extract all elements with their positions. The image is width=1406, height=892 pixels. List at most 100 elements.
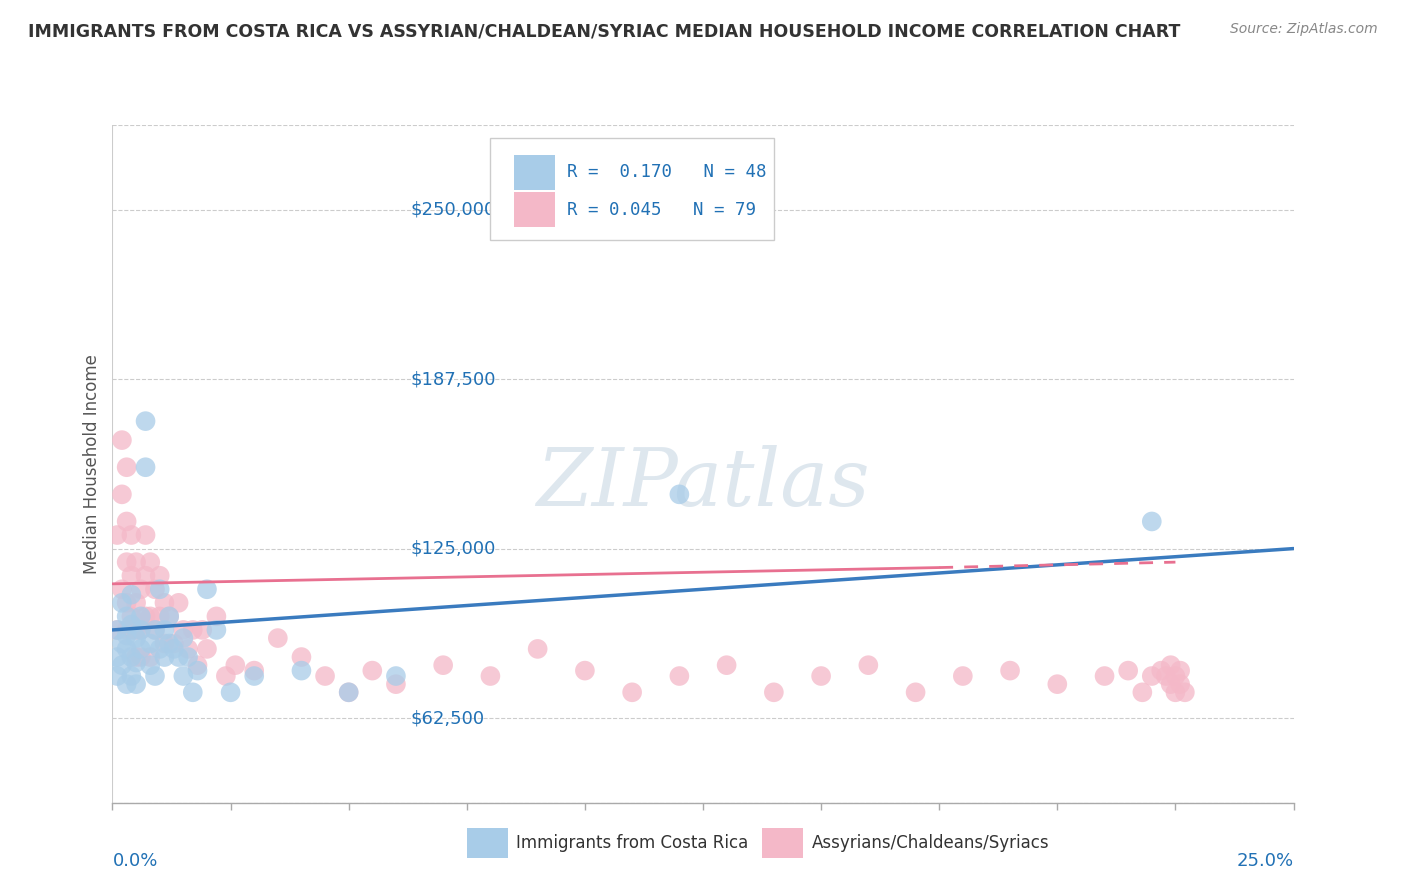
Text: Immigrants from Costa Rica: Immigrants from Costa Rica xyxy=(516,835,748,853)
Point xyxy=(668,669,690,683)
Point xyxy=(1116,664,1139,678)
Point xyxy=(135,414,157,428)
Point xyxy=(1154,669,1177,683)
Point xyxy=(205,623,228,637)
Point xyxy=(243,669,266,683)
Point xyxy=(177,650,200,665)
Point xyxy=(215,669,238,683)
Point xyxy=(195,641,218,656)
Text: Source: ZipAtlas.com: Source: ZipAtlas.com xyxy=(1230,22,1378,37)
Point xyxy=(129,623,152,637)
Point xyxy=(129,609,152,624)
Text: Assyrians/Chaldeans/Syriacs: Assyrians/Chaldeans/Syriacs xyxy=(811,835,1049,853)
Point xyxy=(1168,664,1191,678)
Point xyxy=(111,596,134,610)
Point xyxy=(290,664,312,678)
Point xyxy=(105,669,128,683)
Point xyxy=(105,623,128,637)
Point xyxy=(157,609,180,624)
Point xyxy=(111,636,134,650)
Point xyxy=(149,568,172,582)
Point xyxy=(125,623,148,637)
Point xyxy=(115,623,138,637)
Text: $125,000: $125,000 xyxy=(411,540,495,558)
Point xyxy=(143,582,166,597)
Point xyxy=(115,609,138,624)
Point xyxy=(139,650,162,665)
Point xyxy=(125,631,148,645)
Point xyxy=(120,617,142,632)
Point xyxy=(153,623,176,637)
Point xyxy=(120,609,142,624)
Point xyxy=(337,685,360,699)
Point xyxy=(810,669,832,683)
Point xyxy=(177,641,200,656)
Point xyxy=(120,588,142,602)
Point xyxy=(143,623,166,637)
Point xyxy=(167,650,190,665)
Point xyxy=(153,596,176,610)
Point xyxy=(181,685,204,699)
Point xyxy=(163,641,186,656)
Point xyxy=(290,650,312,665)
Point xyxy=(129,641,152,656)
Point xyxy=(267,631,290,645)
Point xyxy=(143,623,166,637)
Point xyxy=(1150,664,1173,678)
Point xyxy=(172,669,194,683)
Point xyxy=(385,669,408,683)
Point xyxy=(1174,685,1197,699)
Point xyxy=(1046,677,1069,691)
Point xyxy=(526,641,548,656)
Point xyxy=(115,555,138,569)
Point xyxy=(337,685,360,699)
Text: ZIPatlas: ZIPatlas xyxy=(536,445,870,523)
Point xyxy=(157,609,180,624)
Point xyxy=(149,582,172,597)
Point xyxy=(149,641,172,656)
Point xyxy=(139,636,162,650)
Point xyxy=(129,650,152,665)
Point xyxy=(105,623,128,637)
Point xyxy=(385,677,408,691)
Text: R = 0.045   N = 79: R = 0.045 N = 79 xyxy=(567,201,756,219)
Point xyxy=(135,609,157,624)
Point xyxy=(432,658,454,673)
Point xyxy=(105,650,128,665)
Point xyxy=(191,623,214,637)
Point xyxy=(998,664,1021,678)
Point xyxy=(186,664,208,678)
Point xyxy=(115,596,138,610)
Point xyxy=(1140,515,1163,529)
Point xyxy=(153,650,176,665)
Point xyxy=(479,669,502,683)
Point xyxy=(1130,685,1153,699)
Point xyxy=(111,658,134,673)
Bar xyxy=(515,154,555,190)
Point xyxy=(115,460,138,475)
Point xyxy=(125,656,148,670)
Point xyxy=(111,487,134,501)
Point xyxy=(135,568,157,582)
Point xyxy=(157,636,180,650)
Bar xyxy=(467,828,508,858)
Point xyxy=(904,685,927,699)
Text: $250,000: $250,000 xyxy=(411,201,495,219)
Point xyxy=(120,669,142,683)
Point xyxy=(135,460,157,475)
Point xyxy=(135,528,157,542)
Point xyxy=(167,596,190,610)
Point xyxy=(195,582,218,597)
Point xyxy=(205,609,228,624)
Point xyxy=(361,664,384,678)
Point xyxy=(172,623,194,637)
Point xyxy=(1160,658,1182,673)
Point xyxy=(314,669,336,683)
Point xyxy=(139,609,162,624)
Text: R =  0.170   N = 48: R = 0.170 N = 48 xyxy=(567,163,766,181)
Point xyxy=(163,636,186,650)
Point xyxy=(125,555,148,569)
Point xyxy=(115,641,138,656)
Point xyxy=(111,582,134,597)
Point xyxy=(621,685,644,699)
